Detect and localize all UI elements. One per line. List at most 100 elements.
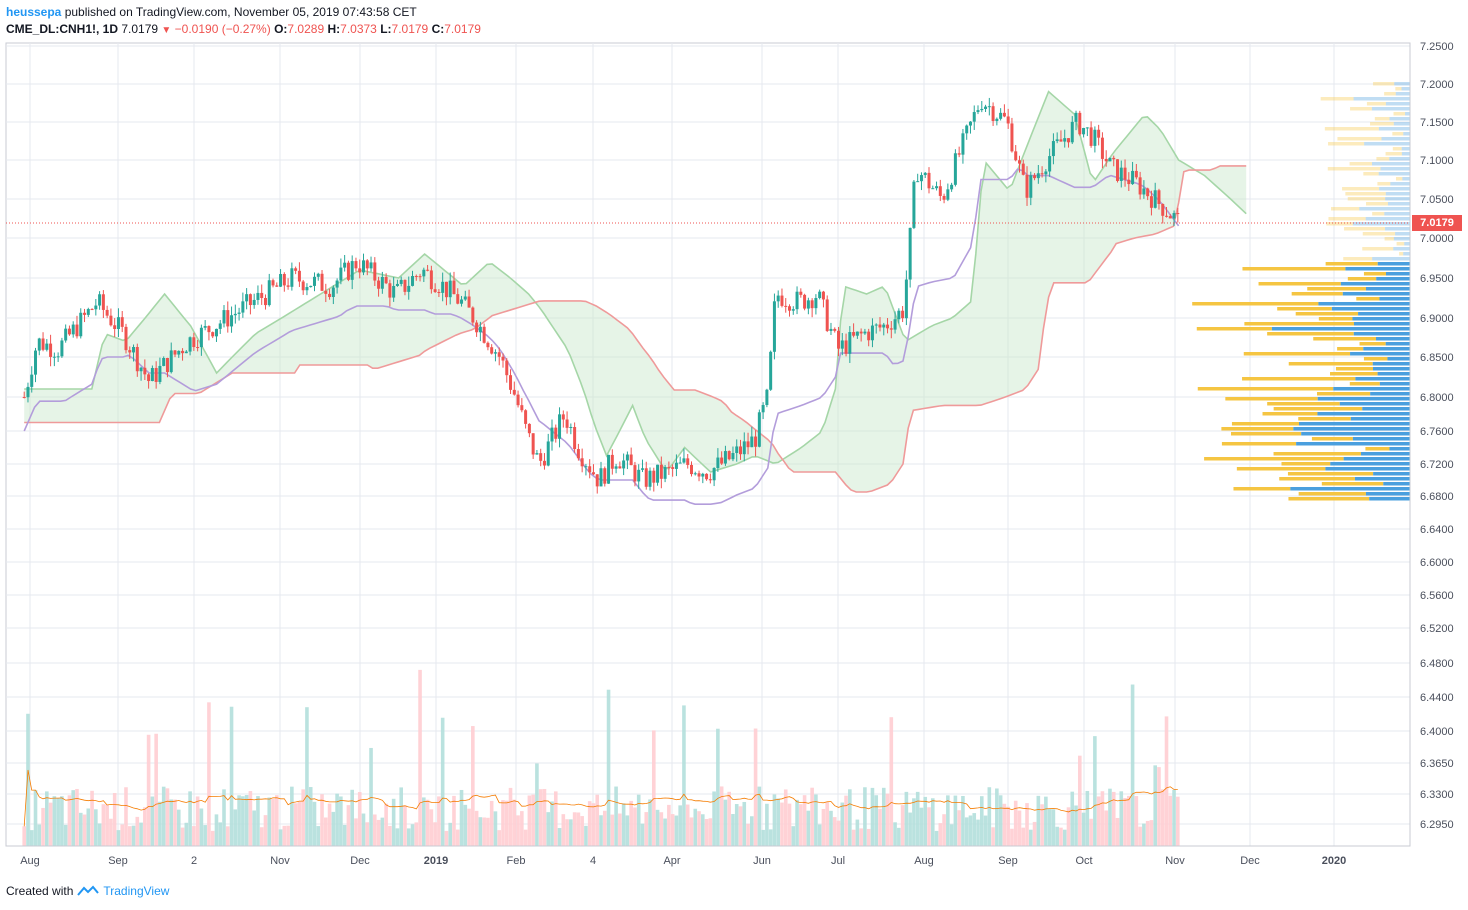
- volume-bar: [1096, 796, 1101, 846]
- volume-profile-bar-up: [1298, 422, 1410, 426]
- tradingview-brand-link[interactable]: TradingView: [103, 884, 170, 898]
- x-tick-label: Apr: [663, 855, 680, 867]
- volume-bar: [241, 796, 245, 846]
- volume-profile-bar-down: [1262, 412, 1318, 416]
- volume-bar: [1059, 827, 1063, 846]
- volume-profile-bar-up: [1385, 197, 1410, 201]
- volume-bar: [478, 817, 483, 846]
- volume-bar: [874, 795, 879, 846]
- volume-profile-bar-up: [1359, 207, 1410, 211]
- volume-profile-bar-up: [1395, 92, 1410, 96]
- candle-body: [1089, 127, 1093, 146]
- volume-bar: [614, 786, 618, 846]
- volume-profile-bar-up: [1401, 87, 1410, 91]
- volume-bar: [501, 800, 505, 846]
- candle-body: [867, 331, 871, 341]
- candle-body: [810, 300, 814, 309]
- volume-bar: [942, 814, 946, 846]
- candle-body: [852, 332, 856, 336]
- volume-bar: [150, 796, 155, 846]
- volume-profile-bar-down: [1236, 467, 1326, 471]
- candle-body: [720, 457, 724, 464]
- volume-profile-bar-down: [1363, 357, 1388, 361]
- volume-bar: [961, 796, 965, 846]
- volume-bar: [1051, 809, 1056, 846]
- volume-bar: [1093, 736, 1097, 846]
- volume-profile-bar-up: [1387, 357, 1410, 361]
- candle-body: [599, 468, 603, 487]
- candle-body: [94, 305, 98, 310]
- candle-body: [697, 473, 701, 477]
- volume-bar: [765, 803, 769, 846]
- volume-bar: [799, 804, 803, 846]
- candle-body: [603, 468, 607, 484]
- volume-bar: [625, 815, 630, 846]
- y-tick-label: 7.1000: [1420, 155, 1454, 167]
- candle-body: [399, 279, 403, 284]
- y-tick-label: 6.4800: [1420, 658, 1454, 670]
- candle-body: [509, 375, 513, 390]
- candle-body: [693, 473, 697, 475]
- volume-bar: [324, 817, 328, 846]
- y-tick-label: 6.6000: [1420, 557, 1454, 569]
- y-tick-label: 6.9500: [1420, 273, 1454, 285]
- volume-bar: [957, 810, 961, 846]
- volume-profile-bar-down: [1320, 97, 1354, 101]
- volume-bar: [602, 810, 607, 846]
- volume-bar: [320, 794, 324, 846]
- volume-profile-bar-up: [1401, 152, 1410, 156]
- volume-bar: [384, 803, 388, 846]
- down-arrow-icon: ▼: [161, 25, 172, 36]
- candle-body: [1085, 127, 1089, 129]
- volume-bar: [67, 795, 72, 846]
- y-tick-label: 6.6800: [1420, 491, 1454, 503]
- candle-body: [757, 412, 761, 447]
- volume-bar: [489, 800, 494, 846]
- y-tick-label: 7.1500: [1420, 117, 1454, 129]
- volume-bar: [1130, 684, 1135, 846]
- candle-body: [505, 360, 509, 376]
- volume-bar: [557, 828, 562, 846]
- volume-profile-bar-up: [1352, 437, 1410, 441]
- volume-bar: [1145, 820, 1150, 846]
- volume-bar: [723, 799, 728, 846]
- volume-profile-bar-down: [1204, 457, 1344, 461]
- candle-body: [173, 350, 177, 355]
- volume-bar: [203, 825, 207, 846]
- volume-profile-bar-down: [1363, 172, 1379, 176]
- candle-body: [211, 332, 215, 337]
- volume-bar: [135, 816, 140, 846]
- candle-body: [712, 467, 716, 481]
- volume-bar: [71, 790, 76, 846]
- volume-profile-bar-down: [1337, 137, 1382, 141]
- volume-profile-bar-down: [1345, 192, 1386, 196]
- publisher-name[interactable]: heussepa: [6, 5, 62, 19]
- volume-bar: [425, 799, 430, 846]
- volume-profile-bar-up: [1353, 322, 1410, 326]
- candle-body: [863, 331, 867, 334]
- candle-body: [878, 324, 882, 328]
- volume-bar: [474, 810, 479, 846]
- candle-body: [972, 112, 976, 122]
- candle-body: [267, 280, 271, 306]
- volume-bar: [1123, 798, 1127, 846]
- candle-body: [995, 118, 999, 122]
- volume-profile-bar-up: [1331, 307, 1410, 311]
- candle-body: [554, 427, 558, 439]
- volume-bar: [422, 797, 426, 846]
- volume-bar: [56, 798, 60, 846]
- candle-body: [271, 280, 275, 286]
- candle-body: [829, 328, 833, 331]
- volume-bar: [569, 819, 573, 846]
- candle-body: [358, 268, 362, 273]
- volume-profile-bar-up: [1385, 102, 1410, 106]
- candle-body: [1082, 127, 1086, 135]
- volume-bar: [693, 808, 698, 846]
- volume-profile-bar-up: [1365, 217, 1410, 221]
- candle-body: [1025, 174, 1029, 198]
- volume-bar: [146, 734, 151, 846]
- symbol-label[interactable]: CME_DL:CNH1!, 1D: [6, 22, 119, 36]
- volume-bar: [282, 825, 287, 846]
- volume-bar: [116, 830, 121, 846]
